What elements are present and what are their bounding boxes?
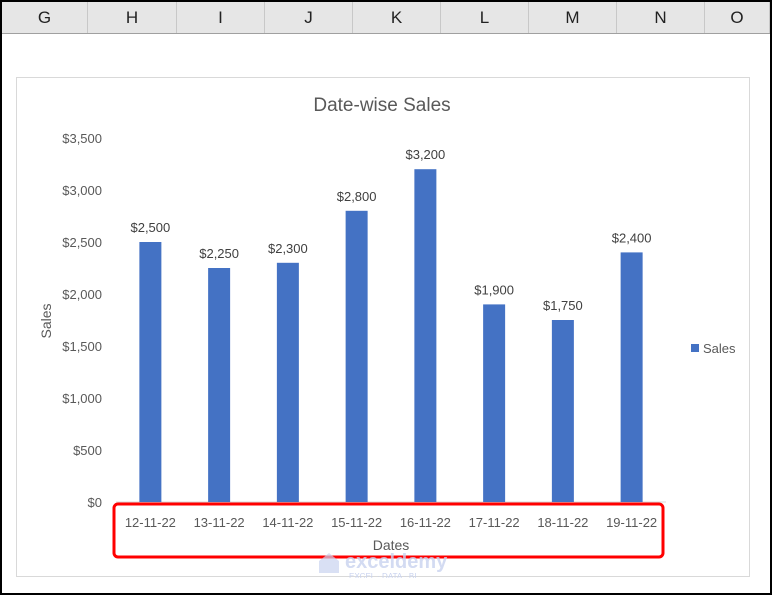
y-tick-label: $0 xyxy=(88,495,102,510)
column-header-L[interactable]: L xyxy=(441,2,529,33)
y-axis-label: Sales xyxy=(38,303,54,338)
chart-title: Date-wise Sales xyxy=(313,95,450,116)
bar xyxy=(276,262,299,502)
data-label: $2,400 xyxy=(612,230,652,245)
x-tick-label: 15-11-22 xyxy=(331,515,382,530)
column-header-M[interactable]: M xyxy=(529,2,617,33)
legend-swatch xyxy=(691,344,699,352)
watermark-name: exceldemy xyxy=(345,551,448,573)
x-tick-label: 19-11-22 xyxy=(606,515,657,530)
data-label: $2,800 xyxy=(337,189,377,204)
bar xyxy=(483,304,506,502)
data-label: $2,500 xyxy=(130,220,170,235)
legend-label: Sales xyxy=(703,341,736,356)
x-tick-label: 14-11-22 xyxy=(262,515,313,530)
bar xyxy=(414,169,437,502)
x-tick-label: 12-11-22 xyxy=(125,515,176,530)
y-tick-label: $3,500 xyxy=(62,131,102,146)
watermark-tagline: EXCEL · DATA · BI xyxy=(349,572,416,578)
data-label: $1,750 xyxy=(543,298,583,313)
x-tick-label: 13-11-22 xyxy=(194,515,245,530)
bar xyxy=(208,268,231,502)
column-header-I[interactable]: I xyxy=(177,2,265,33)
column-header-J[interactable]: J xyxy=(265,2,353,33)
column-header-O[interactable]: O xyxy=(705,2,770,33)
data-label: $1,900 xyxy=(474,282,514,297)
y-tick-label: $1,500 xyxy=(62,339,102,354)
x-axis-label: Dates xyxy=(373,537,410,553)
bar-chart: Date-wise Sales $0 $500 $1,000 $1,500 $2,000 $… xyxy=(38,95,736,581)
watermark-logo-icon xyxy=(319,553,339,573)
highlight-box xyxy=(112,502,665,559)
bar xyxy=(139,242,162,502)
y-tick-label: $3,000 xyxy=(62,183,102,198)
bar xyxy=(345,210,368,503)
y-tick-label: $500 xyxy=(73,443,102,458)
bar xyxy=(620,252,643,502)
column-header-H[interactable]: H xyxy=(88,2,177,33)
x-tick-label: 17-11-22 xyxy=(469,515,520,530)
data-label: $2,250 xyxy=(199,246,239,261)
x-tick-label: 18-11-22 xyxy=(537,515,588,530)
bar xyxy=(551,320,574,502)
chart-area[interactable]: Date-wise Sales $0 $500 $1,000 $1,500 $2,000 $… xyxy=(16,77,750,581)
data-label: $2,300 xyxy=(268,241,308,256)
column-header-N[interactable]: N xyxy=(617,2,705,33)
data-label: $3,200 xyxy=(405,147,445,162)
column-header-G[interactable]: G xyxy=(2,2,88,33)
column-header-K[interactable]: K xyxy=(353,2,441,33)
y-tick-label: $2,500 xyxy=(62,235,102,250)
y-tick-label: $1,000 xyxy=(62,391,102,406)
x-tick-label: 16-11-22 xyxy=(400,515,451,530)
y-tick-label: $2,000 xyxy=(62,287,102,302)
